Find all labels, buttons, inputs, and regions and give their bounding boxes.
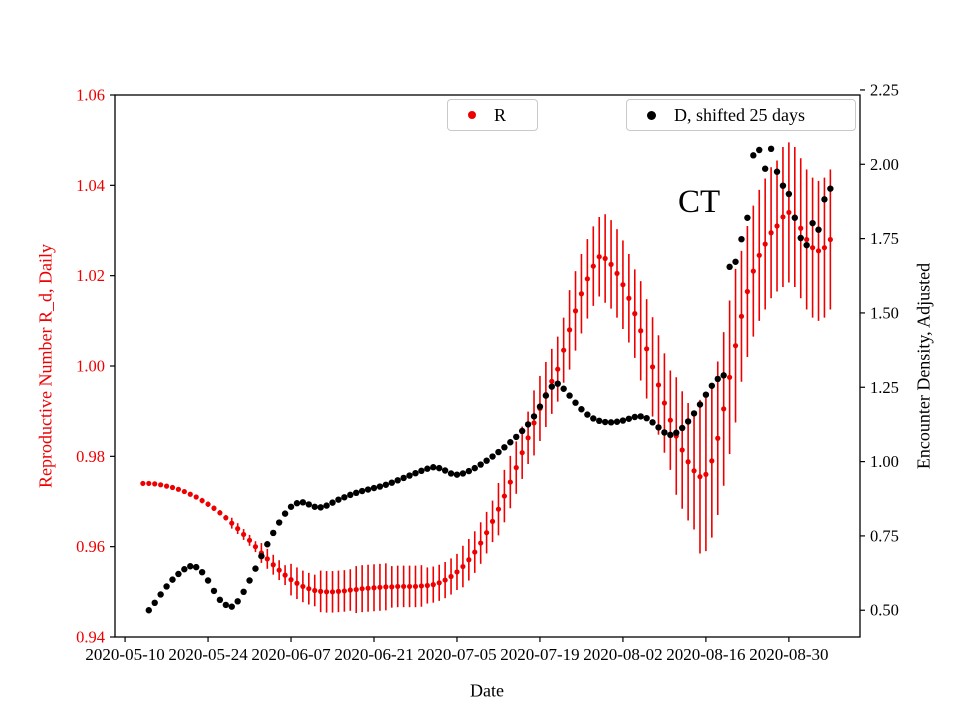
axes-ticks: 2020-05-10 2020-05-24 2020-06-07 2020-06-21… (76, 80, 899, 664)
x-tick-label: 2020-05-24 (168, 645, 248, 664)
y-left-tick-label: 1.00 (76, 357, 105, 376)
y-left-tick-label: 1.06 (76, 86, 105, 105)
y-left-tick-label: 0.96 (76, 537, 105, 556)
x-tick-label: 2020-07-05 (417, 645, 496, 664)
x-tick-label: 2020-08-02 (583, 645, 662, 664)
x-tick-label: 2020-06-07 (251, 645, 331, 664)
y-right-tick-label: 1.25 (870, 378, 899, 397)
y-left-tick-label: 0.98 (76, 447, 105, 466)
y-right-tick-label: 1.75 (870, 229, 899, 248)
y-left-tick-label: 1.02 (76, 266, 105, 285)
y-right-tick-label: 2.00 (870, 155, 899, 174)
legend-d-marker-icon (647, 110, 656, 120)
legend-d: D, shifted 25 days (626, 99, 856, 131)
y-right-tick-label: 0.75 (870, 526, 899, 545)
y-right-tick-label: 2.25 (870, 80, 899, 99)
y-right-tick-label: 1.00 (870, 452, 899, 471)
state-annotation: CT (678, 184, 721, 220)
legend-r: R (447, 99, 538, 131)
legend-r-marker-icon (468, 111, 476, 119)
x-tick-label: 2020-08-16 (666, 645, 745, 664)
y-left-tick-label: 1.04 (76, 176, 105, 195)
x-axis-label: Date (470, 680, 504, 701)
y-right-tick-label: 0.50 (870, 601, 899, 620)
x-tick-label: 2020-07-19 (500, 645, 579, 664)
x-tick-label: 2020-06-21 (334, 645, 413, 664)
legend-d-label: D, shifted 25 days (674, 104, 805, 125)
x-tick-label: 2020-05-10 (85, 645, 164, 664)
y-left-tick-label: 0.94 (76, 628, 105, 647)
series-R-errorbars (201, 142, 832, 614)
x-tick-label: 2020-08-30 (749, 645, 828, 664)
legend-r-label: R (494, 104, 507, 125)
series-D-points (145, 145, 834, 614)
y-axis-label-right: Encounter Density, Adjusted (913, 262, 934, 470)
y-axis-label-left: Reproductive Number R_d, Daily (35, 244, 56, 488)
y-right-tick-label: 1.50 (870, 303, 899, 322)
plot-frame (114, 94, 861, 638)
